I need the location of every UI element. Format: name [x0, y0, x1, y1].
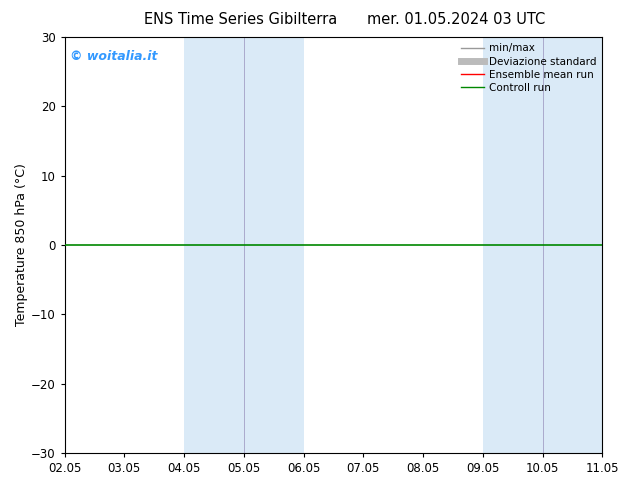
Text: © woitalia.it: © woitalia.it	[70, 49, 157, 63]
Y-axis label: Temperature 850 hPa (°C): Temperature 850 hPa (°C)	[15, 164, 28, 326]
Legend: min/max, Deviazione standard, Ensemble mean run, Controll run: min/max, Deviazione standard, Ensemble m…	[457, 39, 600, 97]
Text: ENS Time Series Gibilterra: ENS Time Series Gibilterra	[145, 12, 337, 27]
Text: mer. 01.05.2024 03 UTC: mer. 01.05.2024 03 UTC	[367, 12, 546, 27]
Bar	[184, 37, 304, 453]
Bar	[482, 37, 602, 453]
